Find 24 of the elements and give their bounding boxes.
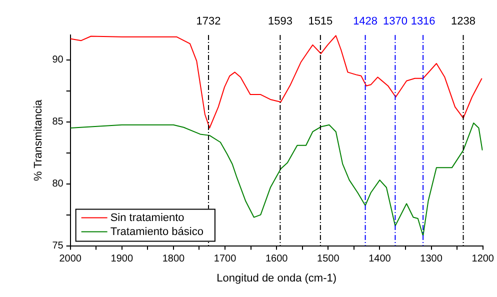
x-tick-label: 2000 xyxy=(59,254,82,265)
ref-line-label: 1316 xyxy=(410,16,436,28)
ref-line-label: 1238 xyxy=(451,16,476,28)
x-tick-label: 1700 xyxy=(214,254,237,265)
x-tick-label: 1200 xyxy=(472,254,494,265)
ref-line-label: 1593 xyxy=(268,16,292,28)
y-axis-title: % Transmitancia xyxy=(32,98,45,182)
ref-line-label: 1370 xyxy=(382,16,408,28)
x-tick-label: 1400 xyxy=(368,254,392,265)
y-tick-label: 75 xyxy=(52,240,64,252)
ref-line-label: 1732 xyxy=(196,16,221,28)
x-tick-label: 1300 xyxy=(420,254,443,265)
ref-line-label: 1515 xyxy=(308,16,333,28)
x-tick-label: 1800 xyxy=(162,254,186,265)
x-tick-label: 1600 xyxy=(265,254,288,265)
x-axis-title: Longitud de onda (cm-1) xyxy=(216,272,337,284)
x-tick-label: 1500 xyxy=(317,254,340,265)
legend-label: Sin tratamiento xyxy=(110,212,184,224)
y-tick-label: 85 xyxy=(52,116,64,128)
legend-label: Tratamiento básico xyxy=(110,226,204,238)
y-tick-label: 90 xyxy=(52,54,64,66)
x-tick-label: 1900 xyxy=(110,254,134,265)
y-tick-label: 80 xyxy=(52,178,64,190)
ref-line-label: 1428 xyxy=(353,16,378,28)
